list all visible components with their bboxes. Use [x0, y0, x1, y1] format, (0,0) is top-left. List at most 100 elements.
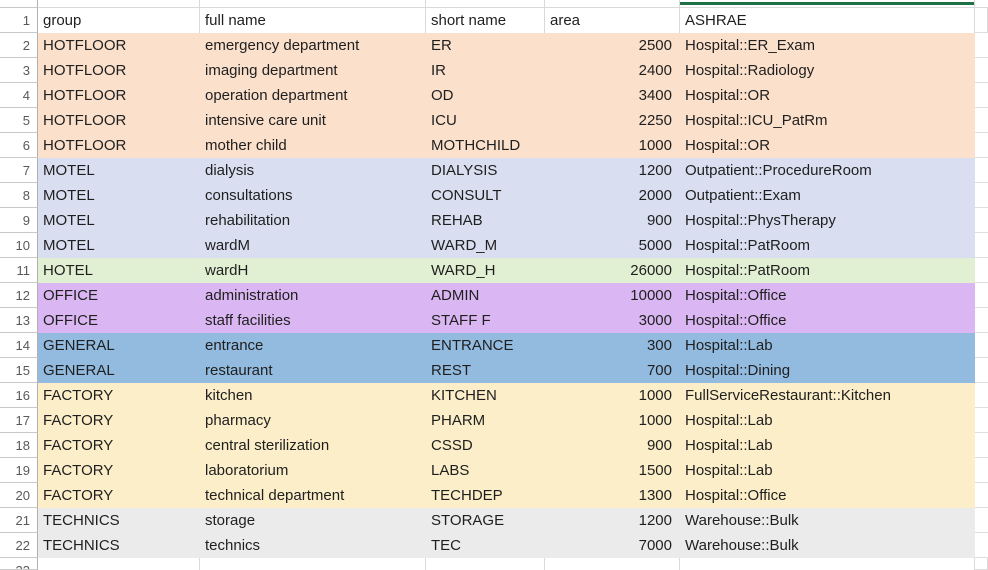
cell-area[interactable]: 3000 — [545, 308, 680, 333]
cell-area[interactable]: 1200 — [545, 158, 680, 183]
cell-empty[interactable] — [975, 458, 988, 483]
cell-empty[interactable] — [975, 208, 988, 233]
cell-full-name[interactable]: storage — [200, 508, 426, 533]
cell-short-name[interactable]: IR — [426, 58, 545, 83]
cell-area[interactable]: 2000 — [545, 183, 680, 208]
cell-full-name[interactable]: entrance — [200, 333, 426, 358]
cell-full-name[interactable]: rehabilitation — [200, 208, 426, 233]
cell-area[interactable]: 1000 — [545, 133, 680, 158]
cell-empty[interactable] — [975, 333, 988, 358]
cell-group[interactable]: HOTFLOOR — [38, 108, 200, 133]
row-header[interactable]: 4 — [0, 83, 38, 108]
column-header-ashrae[interactable]: ASHRAE — [680, 8, 975, 33]
cell-full-name[interactable]: dialysis — [200, 158, 426, 183]
cell-short-name[interactable]: REHAB — [426, 208, 545, 233]
cell-ashrae[interactable]: Hospital::Office — [680, 308, 975, 333]
cell-empty[interactable] — [200, 0, 426, 8]
cell-short-name[interactable]: ER — [426, 33, 545, 58]
cell-group[interactable]: GENERAL — [38, 358, 200, 383]
cell-ashrae[interactable]: Hospital::OR — [680, 133, 975, 158]
cell-empty[interactable] — [975, 158, 988, 183]
cell-ashrae[interactable]: Warehouse::Bulk — [680, 533, 975, 558]
cell-full-name[interactable]: operation department — [200, 83, 426, 108]
row-header[interactable]: 16 — [0, 383, 38, 408]
row-header[interactable]: 12 — [0, 283, 38, 308]
cell-ashrae[interactable]: Hospital::Lab — [680, 433, 975, 458]
cell-short-name[interactable]: TEC — [426, 533, 545, 558]
cell-short-name[interactable]: ADMIN — [426, 283, 545, 308]
cell-area[interactable]: 10000 — [545, 283, 680, 308]
cell-full-name[interactable]: pharmacy — [200, 408, 426, 433]
cell-empty[interactable] — [38, 558, 200, 570]
cell-empty[interactable] — [975, 533, 988, 558]
cell-full-name[interactable]: wardM — [200, 233, 426, 258]
cell-empty[interactable] — [975, 83, 988, 108]
cell-area[interactable]: 7000 — [545, 533, 680, 558]
cell-ashrae[interactable]: Hospital::Lab — [680, 408, 975, 433]
cell-empty[interactable] — [545, 0, 680, 8]
cell-short-name[interactable]: REST — [426, 358, 545, 383]
cell-full-name[interactable]: technical department — [200, 483, 426, 508]
cell-ashrae[interactable]: Hospital::ICU_PatRm — [680, 108, 975, 133]
column-header-area[interactable]: area — [545, 8, 680, 33]
cell-short-name[interactable]: MOTHCHILD — [426, 133, 545, 158]
cell-empty[interactable] — [975, 108, 988, 133]
cell-area[interactable]: 900 — [545, 208, 680, 233]
cell-empty[interactable] — [975, 233, 988, 258]
cell-group[interactable]: MOTEL — [38, 208, 200, 233]
cell-group[interactable]: HOTFLOOR — [38, 83, 200, 108]
cell-ashrae[interactable]: Hospital::Office — [680, 283, 975, 308]
cell-group[interactable]: TECHNICS — [38, 533, 200, 558]
cell-full-name[interactable]: intensive care unit — [200, 108, 426, 133]
cell-short-name[interactable]: STAFF F — [426, 308, 545, 333]
cell-group[interactable]: HOTFLOOR — [38, 33, 200, 58]
cell-area[interactable]: 1000 — [545, 383, 680, 408]
cell-area[interactable]: 300 — [545, 333, 680, 358]
cell-empty[interactable] — [38, 0, 200, 8]
row-header[interactable]: 18 — [0, 433, 38, 458]
row-header[interactable]: 22 — [0, 533, 38, 558]
cell-empty[interactable] — [426, 558, 545, 570]
column-header-full-name[interactable]: full name — [200, 8, 426, 33]
row-header-clipped-top[interactable] — [0, 0, 38, 8]
cell-ashrae[interactable]: Hospital::Radiology — [680, 58, 975, 83]
cell-ashrae[interactable]: Hospital::Lab — [680, 458, 975, 483]
cell-group[interactable]: FACTORY — [38, 383, 200, 408]
column-header-group[interactable]: group — [38, 8, 200, 33]
cell-group[interactable]: GENERAL — [38, 333, 200, 358]
cell-full-name[interactable]: kitchen — [200, 383, 426, 408]
cell-empty[interactable] — [975, 58, 988, 83]
cell-group[interactable]: FACTORY — [38, 483, 200, 508]
row-header[interactable]: 6 — [0, 133, 38, 158]
cell-empty[interactable] — [975, 558, 988, 570]
cell-full-name[interactable]: staff facilities — [200, 308, 426, 333]
cell-area[interactable]: 2250 — [545, 108, 680, 133]
row-header[interactable]: 5 — [0, 108, 38, 133]
cell-ashrae[interactable]: Hospital::OR — [680, 83, 975, 108]
cell-ashrae[interactable]: Hospital::PatRoom — [680, 233, 975, 258]
cell-empty[interactable] — [975, 383, 988, 408]
row-header[interactable]: 11 — [0, 258, 38, 283]
cell-empty[interactable] — [975, 433, 988, 458]
cell-area[interactable]: 900 — [545, 433, 680, 458]
row-header[interactable]: 17 — [0, 408, 38, 433]
cell-short-name[interactable]: WARD_H — [426, 258, 545, 283]
cell-ashrae[interactable]: Hospital::Lab — [680, 333, 975, 358]
cell-empty[interactable] — [975, 483, 988, 508]
cell-ashrae[interactable]: Hospital::PhysTherapy — [680, 208, 975, 233]
cell-full-name[interactable]: restaurant — [200, 358, 426, 383]
cell-empty[interactable] — [975, 33, 988, 58]
cell-empty[interactable] — [545, 558, 680, 570]
cell-empty[interactable] — [975, 308, 988, 333]
cell-ashrae[interactable]: Outpatient::Exam — [680, 183, 975, 208]
cell-ashrae[interactable]: FullServiceRestaurant::Kitchen — [680, 383, 975, 408]
cell-ashrae[interactable]: Warehouse::Bulk — [680, 508, 975, 533]
cell-empty[interactable] — [975, 408, 988, 433]
cell-empty[interactable] — [975, 8, 988, 33]
row-header[interactable]: 13 — [0, 308, 38, 333]
cell-group[interactable]: MOTEL — [38, 183, 200, 208]
row-header[interactable]: 15 — [0, 358, 38, 383]
cell-group[interactable]: FACTORY — [38, 458, 200, 483]
cell-empty[interactable] — [680, 0, 975, 8]
cell-empty[interactable] — [975, 508, 988, 533]
